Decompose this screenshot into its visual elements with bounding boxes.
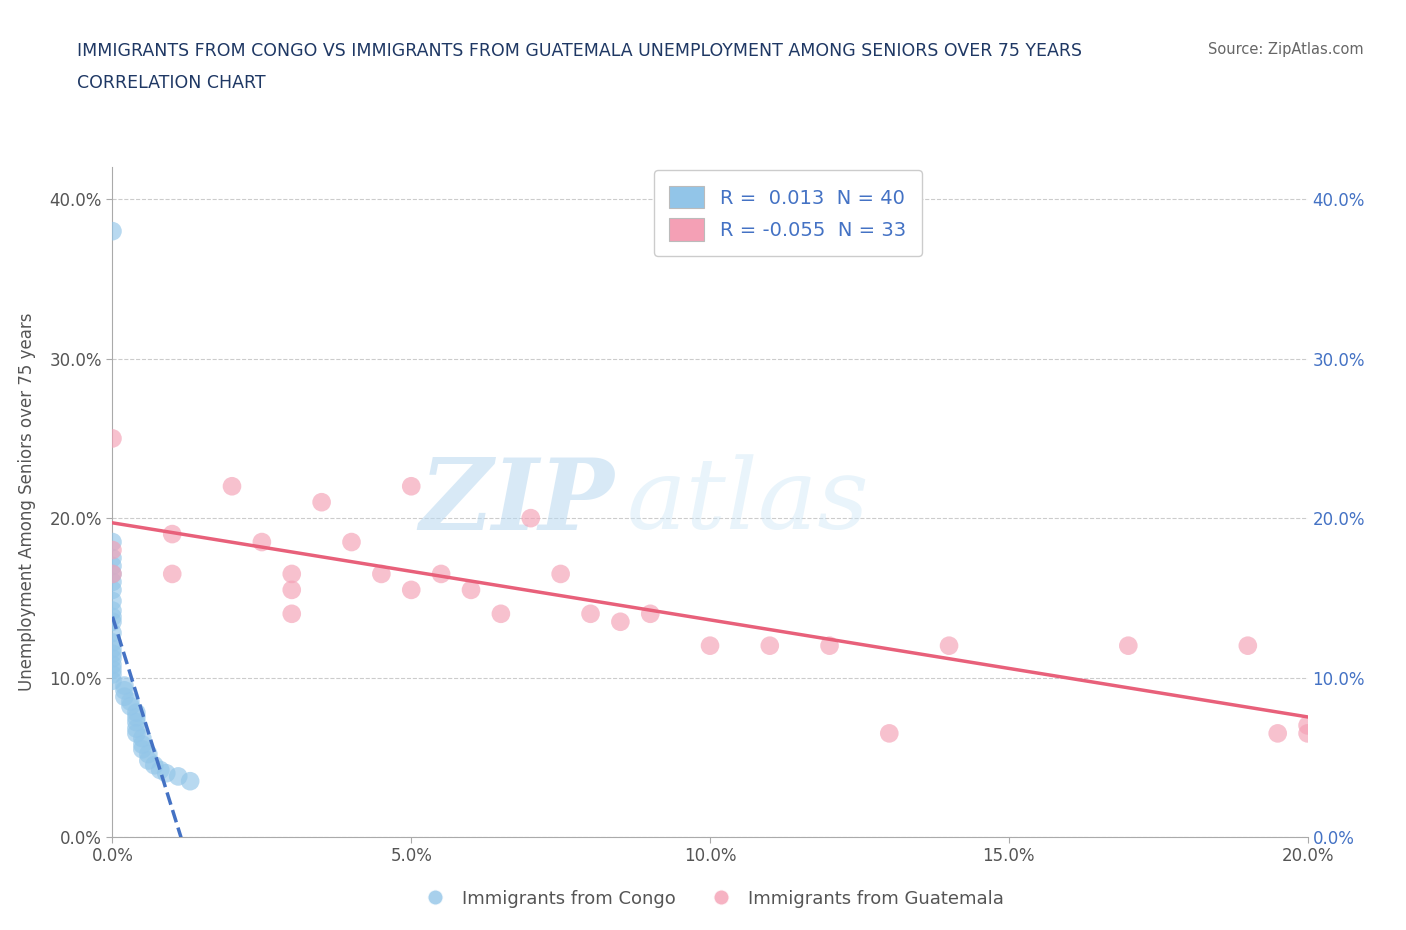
Point (101, 626, 124, 641)
Point (125, 726, 148, 741)
Point (149, 763, 172, 777)
Point (101, 651, 124, 666)
Point (340, 535, 363, 550)
Point (460, 582, 482, 597)
Point (179, 774, 201, 789)
Point (101, 604, 124, 618)
Point (155, 765, 177, 780)
Point (579, 606, 602, 621)
Point (250, 535, 273, 550)
Point (101, 575, 124, 590)
Point (101, 542, 124, 557)
Point (101, 566, 124, 581)
Point (114, 689, 135, 704)
Point (401, 479, 423, 494)
Point (401, 582, 423, 597)
Point (101, 667, 124, 682)
Point (281, 566, 304, 581)
Text: Source: ZipAtlas.com: Source: ZipAtlas.com (1208, 42, 1364, 57)
Text: ZIP: ZIP (419, 454, 614, 551)
Point (101, 224, 124, 239)
Point (550, 566, 572, 581)
Point (138, 747, 160, 762)
Point (638, 606, 662, 621)
Point (101, 642, 124, 657)
Point (131, 737, 153, 752)
Legend: Immigrants from Congo, Immigrants from Guatemala: Immigrants from Congo, Immigrants from G… (409, 883, 1011, 915)
Point (114, 683, 135, 698)
Point (221, 479, 243, 494)
Point (120, 698, 142, 713)
Text: IMMIGRANTS FROM CONGO VS IMMIGRANTS FROM GUATEMALA UNEMPLOYMENT AMONG SENIORS OV: IMMIGRANTS FROM CONGO VS IMMIGRANTS FROM… (77, 42, 1083, 60)
Point (311, 495, 333, 510)
Point (101, 559, 124, 574)
Point (101, 582, 124, 597)
Point (877, 726, 901, 741)
Point (281, 582, 304, 597)
Point (125, 721, 148, 736)
Point (938, 638, 960, 653)
Point (167, 769, 190, 784)
Point (114, 678, 135, 693)
Point (1296, 718, 1319, 733)
Point (120, 694, 142, 709)
Point (125, 715, 148, 730)
Point (125, 705, 148, 720)
Point (1118, 638, 1140, 653)
Point (489, 606, 512, 621)
Text: atlas: atlas (626, 455, 869, 550)
Point (101, 662, 124, 677)
Point (101, 635, 124, 650)
Point (101, 646, 124, 661)
Point (609, 615, 631, 630)
Point (101, 431, 124, 445)
Point (162, 566, 183, 581)
Point (131, 731, 153, 746)
Point (1237, 638, 1260, 653)
Point (143, 758, 166, 773)
Point (370, 566, 392, 581)
Point (1267, 726, 1289, 741)
Point (101, 658, 124, 672)
Point (101, 593, 124, 608)
Point (759, 638, 782, 653)
Point (1296, 726, 1319, 741)
Point (101, 609, 124, 624)
Point (281, 606, 304, 621)
Point (138, 753, 160, 768)
Point (162, 526, 183, 541)
Point (818, 638, 841, 653)
Point (699, 638, 721, 653)
Point (101, 615, 124, 630)
Point (101, 535, 124, 550)
Point (101, 673, 124, 688)
Point (131, 742, 153, 757)
Text: CORRELATION CHART: CORRELATION CHART (77, 74, 266, 92)
Point (125, 710, 148, 724)
Point (101, 551, 124, 565)
Point (101, 566, 124, 581)
Point (520, 511, 543, 525)
Y-axis label: Unemployment Among Seniors over 75 years: Unemployment Among Seniors over 75 years (18, 313, 35, 691)
Point (430, 566, 453, 581)
